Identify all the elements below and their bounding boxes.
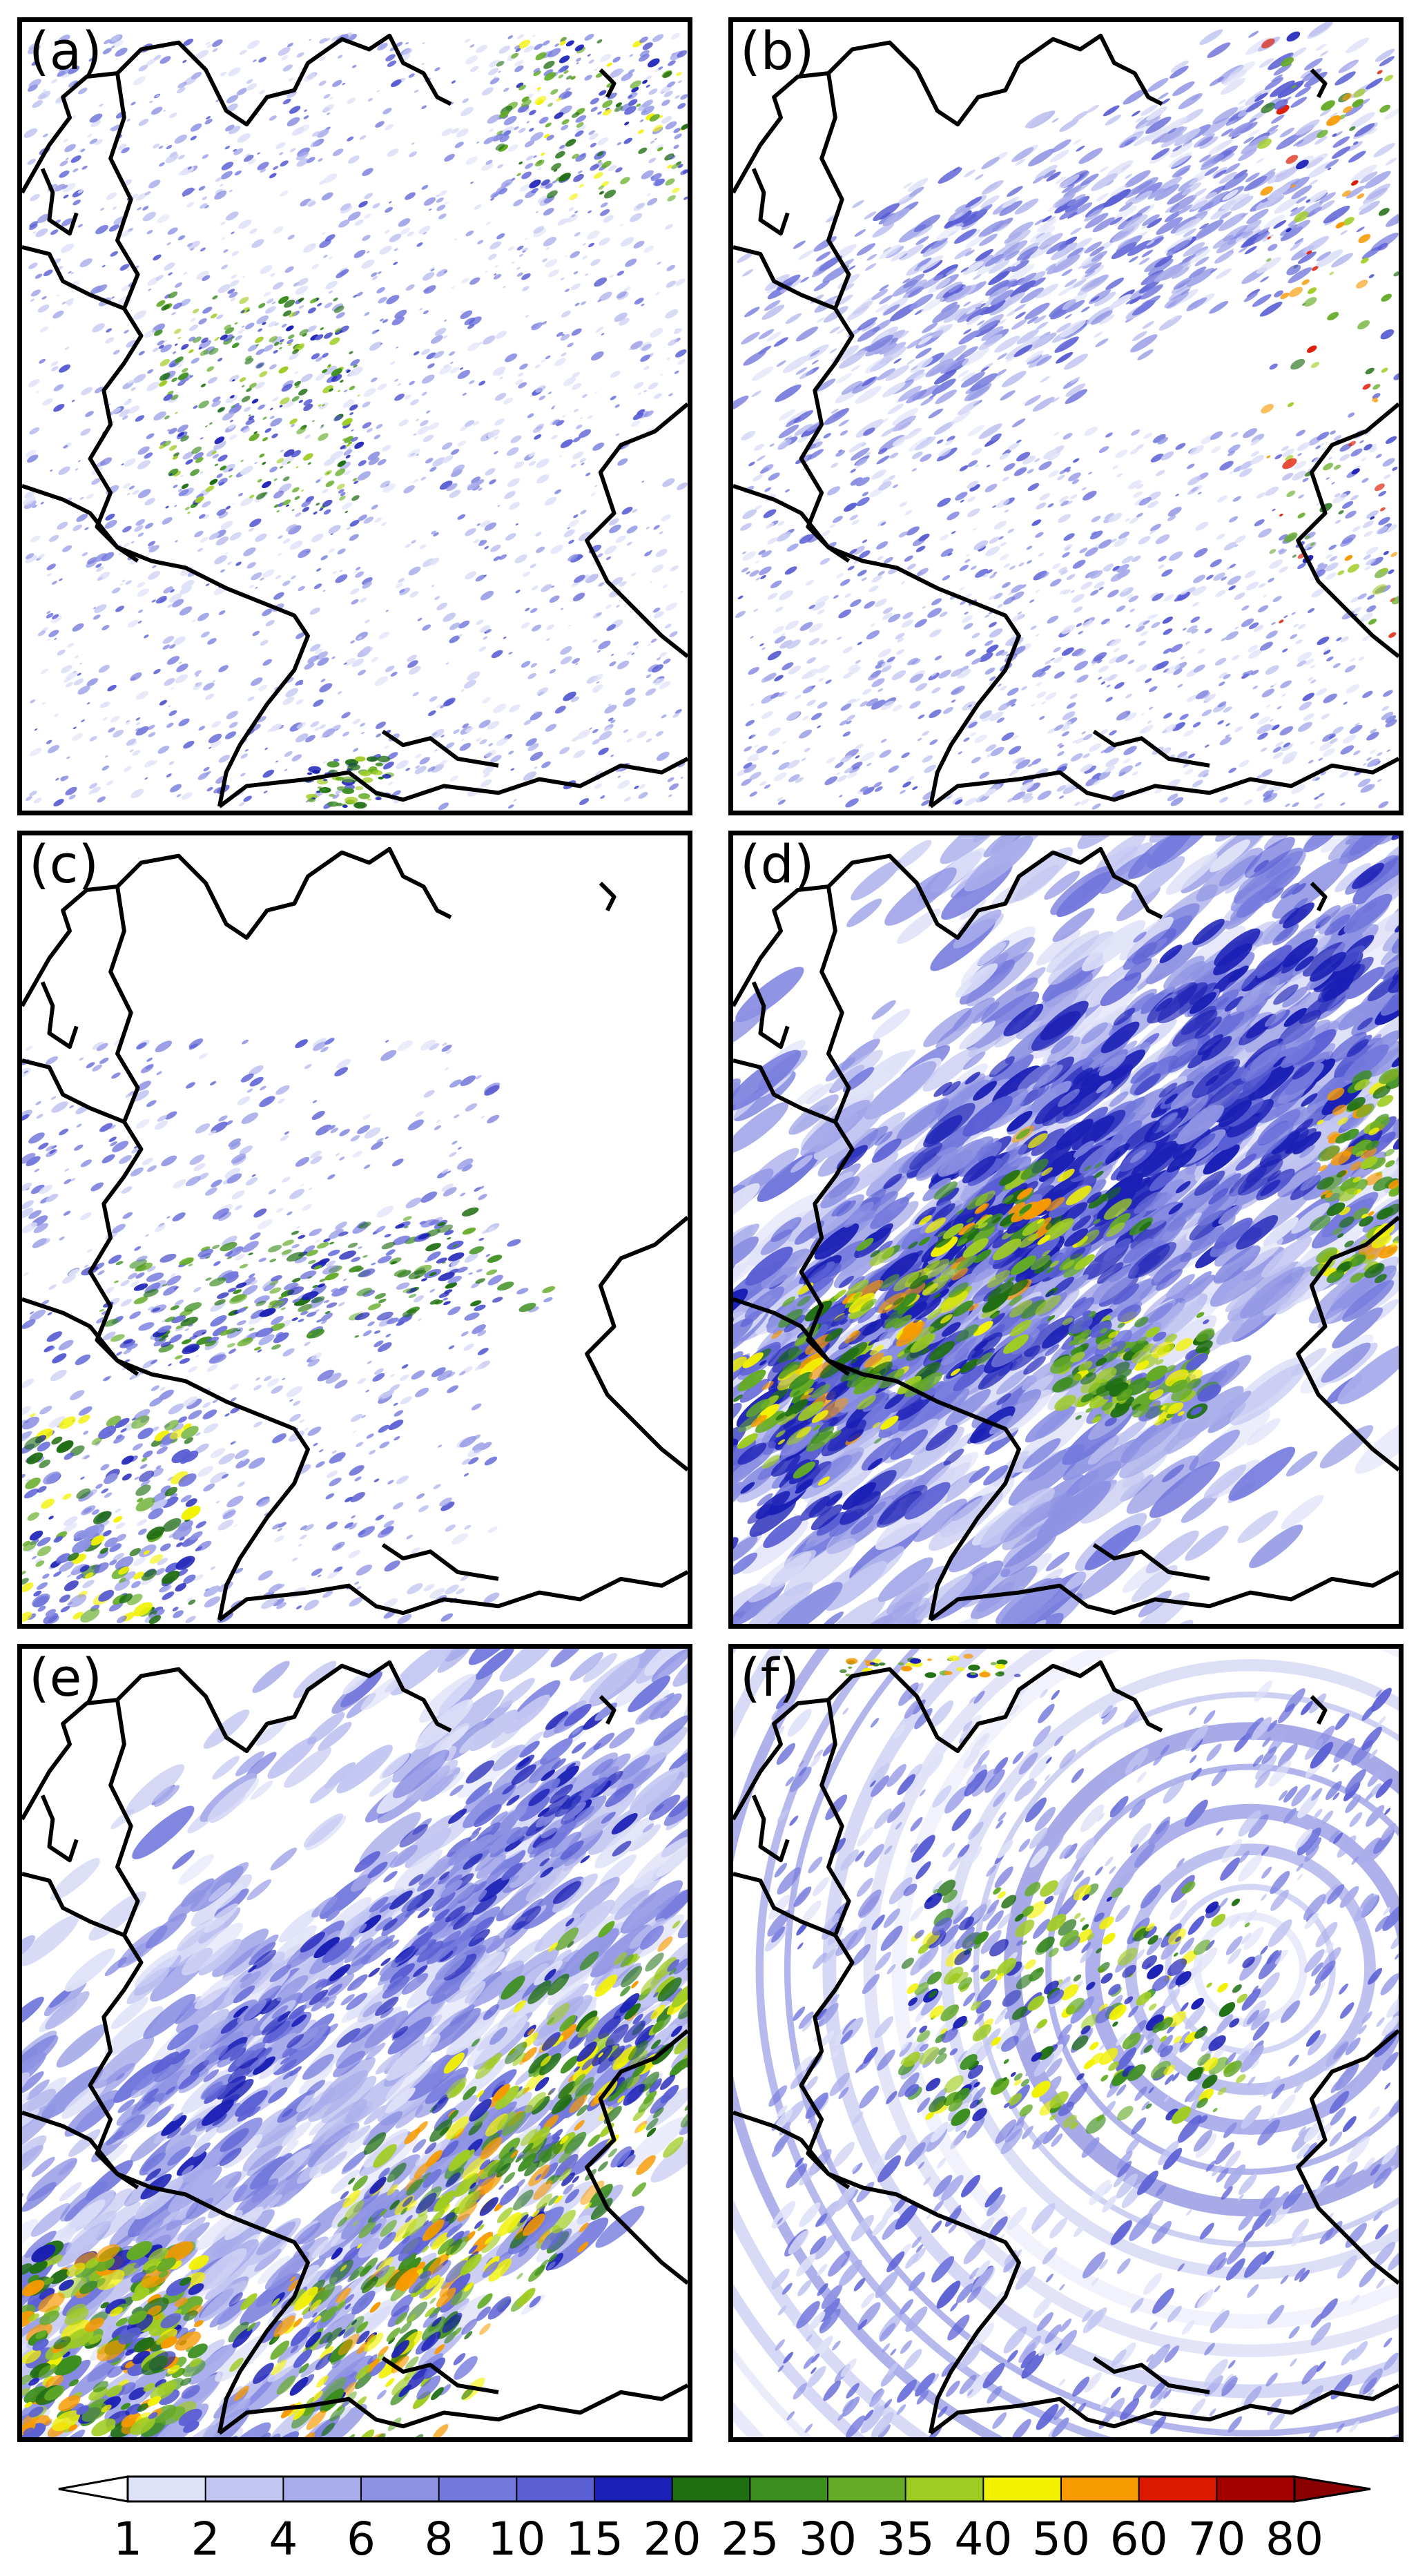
colorbar-tick-label: 8 xyxy=(425,2512,454,2566)
colorbar-tick-label: 1 xyxy=(113,2512,142,2566)
field-c xyxy=(22,846,688,1624)
colorbar-tick-label: 2 xyxy=(191,2512,220,2566)
panel-label-c: (c) xyxy=(29,833,99,895)
colorbar-segment xyxy=(128,2477,206,2501)
colorbar-tick-label: 6 xyxy=(347,2512,376,2566)
panel-e: (e) xyxy=(17,1644,692,2442)
colorbar-tick-label: 40 xyxy=(954,2512,1012,2566)
panel-f: (f) xyxy=(728,1644,1404,2442)
colorbar-tick-label: 60 xyxy=(1110,2512,1168,2566)
colorbar-tick-label: 15 xyxy=(565,2512,623,2566)
colorbar-segment xyxy=(672,2477,750,2501)
colorbar-segment xyxy=(361,2477,440,2501)
colorbar-segment xyxy=(983,2477,1062,2501)
colorbar-segment xyxy=(828,2477,906,2501)
colorbar-tick-label: 25 xyxy=(721,2512,779,2566)
colorbar-over-arrow xyxy=(1293,2475,1371,2503)
colorbar-segment xyxy=(205,2477,284,2501)
field-b xyxy=(733,22,1399,810)
panel-label-b: (b) xyxy=(740,20,815,81)
colorbar-segment xyxy=(750,2477,828,2501)
panel-c: (c) xyxy=(17,831,692,1629)
colorbar-segment xyxy=(283,2477,362,2501)
panel-a: (a) xyxy=(17,17,692,815)
panel-label-a: (a) xyxy=(29,20,102,81)
colorbar-under-arrow xyxy=(58,2475,129,2503)
field-d xyxy=(733,835,1399,1624)
panel-d: (d) xyxy=(728,831,1404,1629)
colorbar-tick-labels: 1 2 4 6 8 10 15 20 25 30 35 40 50 60 70 80 xyxy=(113,2512,1323,2566)
colorbar-tick-label: 30 xyxy=(799,2512,857,2566)
panel-label-f: (f) xyxy=(740,1647,800,1708)
panel-label-e: (e) xyxy=(29,1647,103,1708)
colorbar-tick-label: 4 xyxy=(269,2512,298,2566)
colorbar-tick-label: 20 xyxy=(643,2512,701,2566)
colorbar-segment xyxy=(594,2477,673,2501)
colorbar-segment xyxy=(438,2477,517,2501)
field-f xyxy=(733,1649,1399,2437)
colorbar-segment xyxy=(1216,2477,1295,2501)
colorbar-tick-label: 50 xyxy=(1032,2512,1090,2566)
colorbar-tick-label: 70 xyxy=(1187,2512,1245,2566)
colorbar: 1 2 4 6 8 10 15 20 25 30 35 40 50 60 70 80 xyxy=(58,2475,1371,2566)
colorbar-segment xyxy=(516,2477,595,2501)
field-e xyxy=(22,1649,688,2437)
panel-label-d: (d) xyxy=(740,833,815,895)
panel-b: (b) xyxy=(728,17,1404,815)
colorbar-body xyxy=(58,2475,1371,2503)
colorbar-segment xyxy=(1061,2477,1140,2501)
colorbar-tick-label: 80 xyxy=(1265,2512,1323,2566)
colorbar-tick-label: 35 xyxy=(877,2512,935,2566)
field-a xyxy=(22,32,688,811)
colorbar-segment xyxy=(1138,2477,1217,2501)
colorbar-tick-label: 10 xyxy=(487,2512,545,2566)
colorbar-segment xyxy=(905,2477,984,2501)
